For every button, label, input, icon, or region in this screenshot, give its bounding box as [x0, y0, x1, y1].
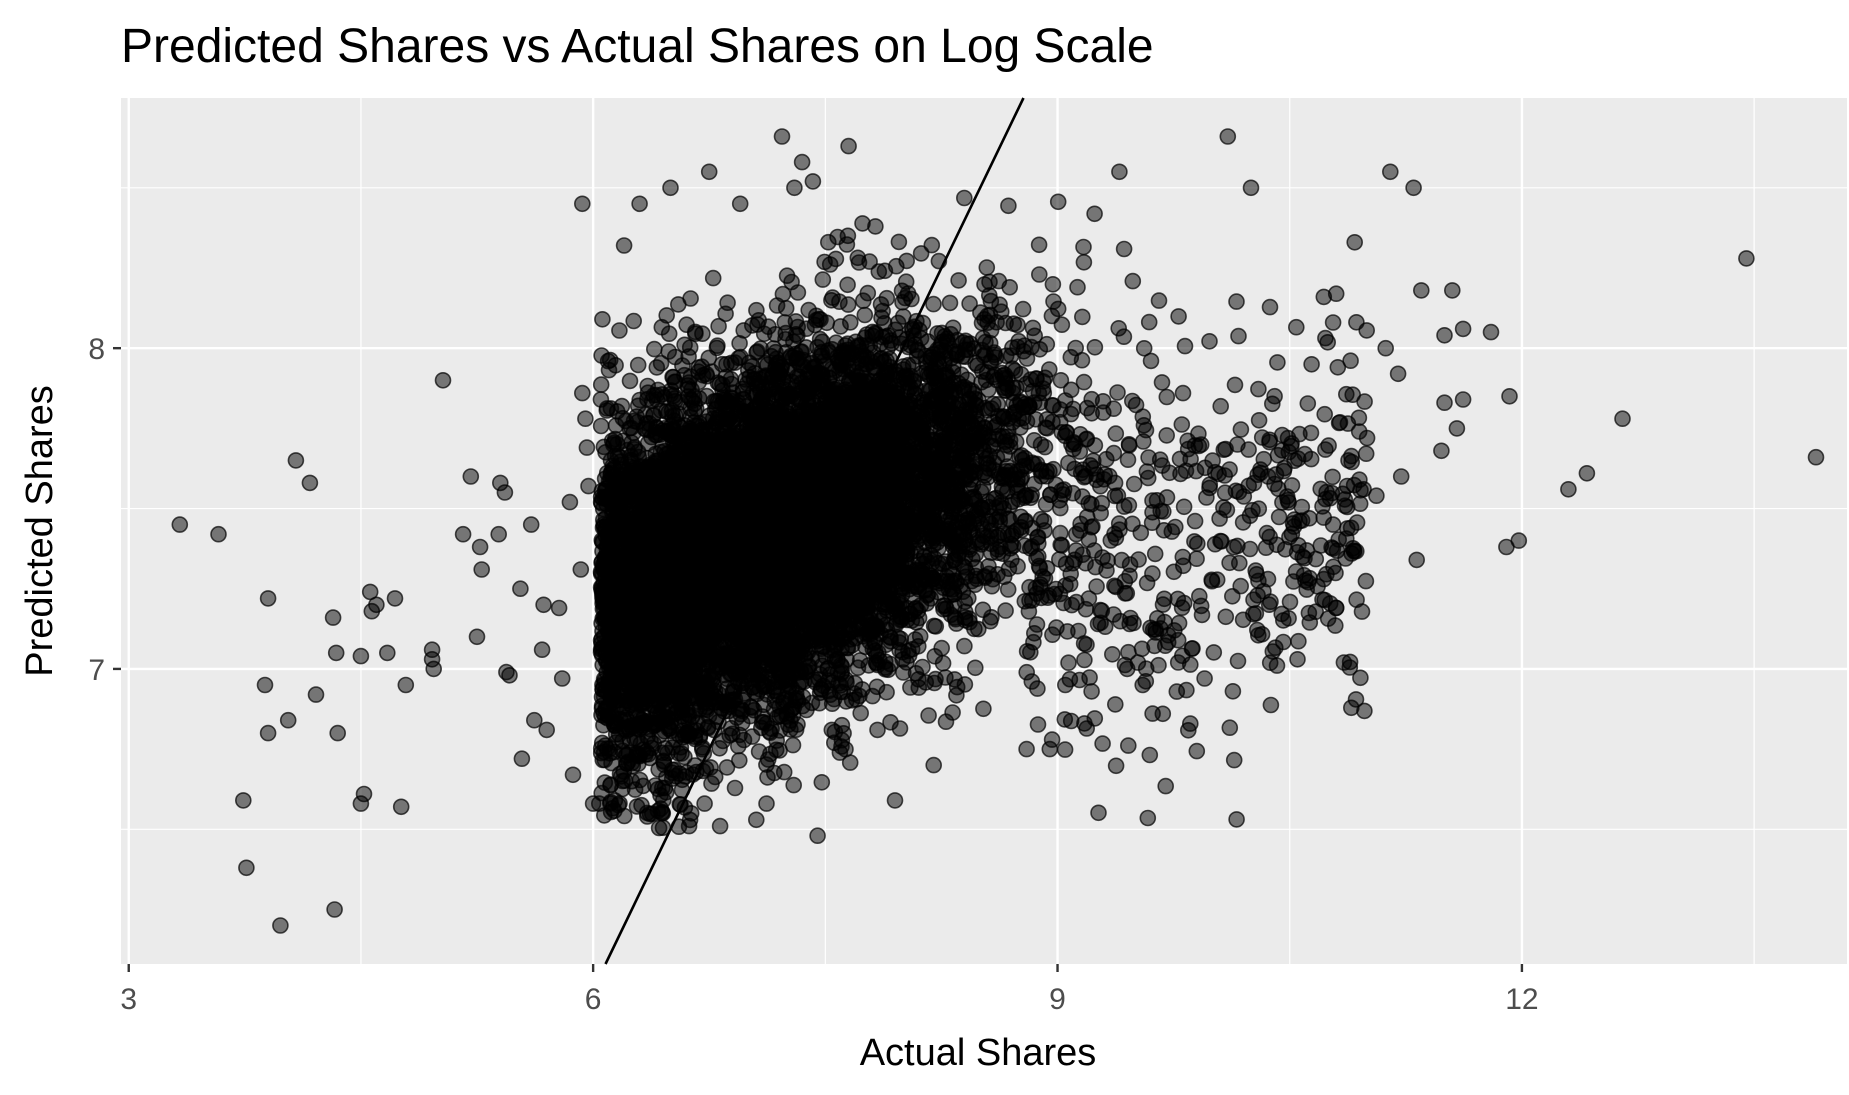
scatter-point: [1009, 557, 1026, 575]
scatter-point: [1075, 238, 1092, 256]
scatter-point: [864, 687, 881, 705]
scatter-point: [1014, 300, 1032, 318]
scatter-point: [1201, 332, 1218, 350]
scatter-point: [704, 269, 722, 287]
scatter-point: [1074, 308, 1091, 326]
scatter-point: [1230, 327, 1247, 345]
scatter-point: [747, 811, 765, 829]
scatter-point: [1150, 292, 1168, 309]
scatter-point: [856, 306, 874, 324]
scatter-point: [748, 301, 765, 319]
scatter-point: [978, 259, 996, 276]
scatter-point: [1062, 381, 1080, 399]
scatter-point: [1000, 197, 1017, 215]
scatter-point: [1109, 384, 1126, 401]
scatter-point: [997, 602, 1014, 619]
scatter-point: [710, 317, 727, 335]
scatter-point: [923, 236, 941, 254]
scatter-point: [1049, 193, 1067, 211]
scatter-point: [890, 233, 908, 251]
chart-title: Predicted Shares vs Actual Shares on Log…: [121, 20, 1154, 73]
scatter-point: [1115, 240, 1133, 258]
scatter-point: [1086, 205, 1103, 223]
scatter-point: [869, 721, 886, 739]
scatter-point: [629, 356, 647, 374]
scatter-point: [726, 779, 744, 797]
scatter-point: [966, 659, 984, 677]
data-points: [171, 128, 1825, 934]
scatter-point: [814, 271, 832, 288]
scatter-point: [813, 773, 831, 791]
scatter-point: [912, 245, 930, 262]
scatter-point: [956, 637, 973, 655]
scatter-point: [961, 295, 978, 312]
scatter-point: [611, 322, 628, 339]
scatter-point: [709, 337, 726, 355]
scatter-point: [1086, 338, 1104, 356]
scatter-point: [592, 376, 610, 393]
scatter-point: [983, 608, 1000, 626]
scatter-point: [819, 233, 837, 251]
